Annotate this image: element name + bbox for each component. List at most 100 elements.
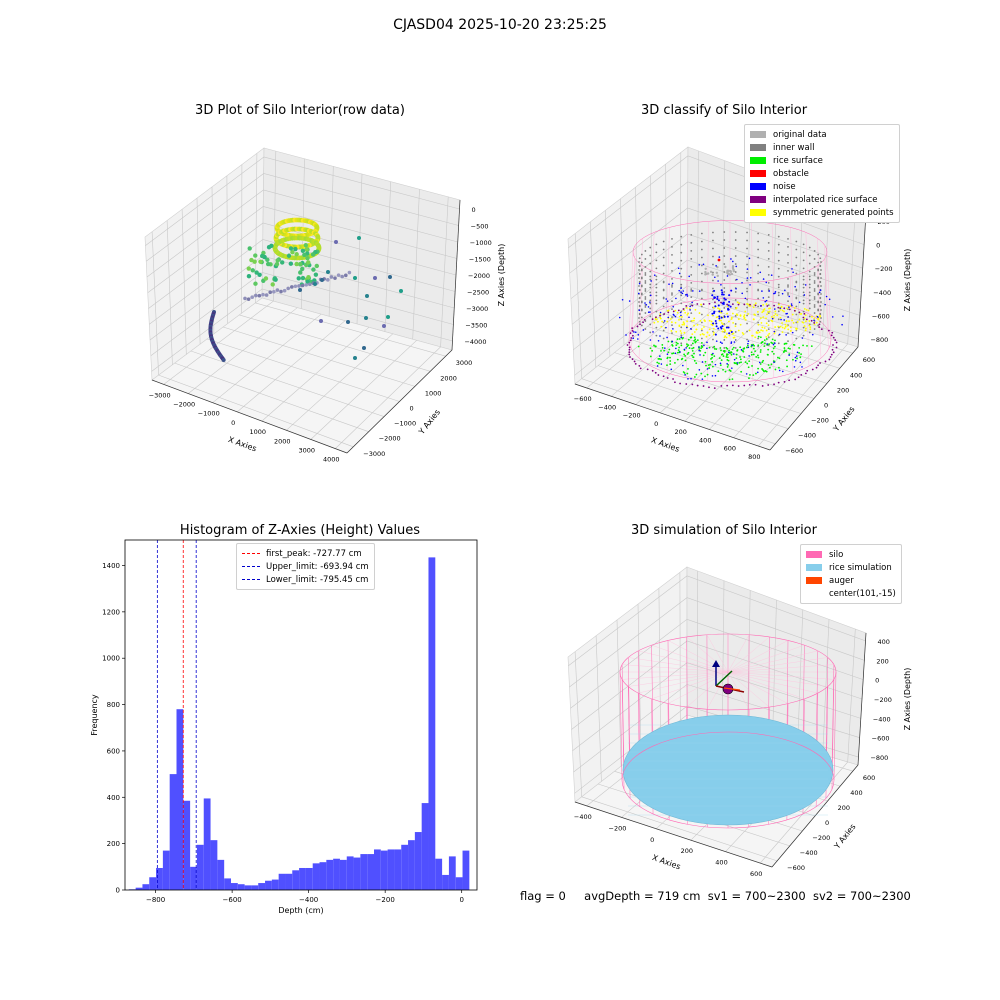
p2-inner-wall: [795, 248, 798, 251]
p2-inner-wall: [723, 299, 726, 301]
p2-rice-surface: [730, 351, 733, 354]
p2-inner-wall: [649, 323, 652, 326]
p2-x-tick-label: 0: [654, 420, 658, 428]
p2-interpolated: [788, 308, 791, 311]
p2-rice-surface: [693, 336, 696, 339]
p2-original-data: [724, 265, 727, 269]
p2-noise: [689, 305, 691, 308]
p2-rice-surface: [756, 354, 759, 357]
p4-grid-z: [568, 575, 866, 666]
p2-inner-wall: [757, 272, 760, 275]
p4-silo-spoke: [727, 671, 828, 687]
p2-inner-wall: [690, 296, 693, 299]
p2-inner-wall: [734, 315, 737, 317]
p2-rice-surface: [708, 367, 711, 369]
p2-inner-wall: [640, 253, 643, 256]
p2-inner-wall: [671, 292, 673, 295]
p2-rice-surface: [671, 344, 674, 347]
p1-y-tick-label: 3000: [456, 359, 473, 367]
p2-interpolated: [654, 371, 657, 374]
p1-scatter-sparse: [373, 276, 377, 280]
p2-symmetric-points: [721, 330, 724, 333]
p3-histogram-bar: [135, 887, 143, 890]
p1-scatter-green: [253, 253, 258, 258]
panel2-legend-item: obstacle: [750, 167, 894, 180]
p2-symmetric-points: [659, 313, 662, 315]
p4-y-axis-line: [771, 764, 859, 868]
p2-grid-y: [581, 378, 776, 445]
p1-y-tick-label: −2000: [379, 435, 401, 443]
p2-noise: [680, 287, 682, 289]
p1-scatter-lower: [329, 275, 334, 279]
p2-inner-wall: [644, 258, 647, 260]
p2-inner-wall: [808, 262, 811, 265]
p2-rice-surface: [702, 354, 705, 357]
p2-interpolated: [702, 303, 705, 305]
p1-scatter-green: [300, 275, 306, 281]
p1-x-tick-label: 1000: [249, 428, 266, 436]
p2-x-tick-label: 600: [724, 445, 736, 453]
p2-rice-surface: [693, 339, 696, 342]
p2-rice-surface: [757, 335, 760, 338]
panel3-legend-swatch: [242, 553, 260, 554]
p2-inner-wall: [638, 320, 641, 323]
p2-symmetric-points: [718, 308, 721, 310]
panel2-title: 3D classify of Silo Interior: [640, 103, 808, 118]
p2-symmetric-points: [805, 308, 808, 311]
p2-symmetric-points: [763, 327, 766, 329]
p2-rice-surface: [739, 358, 742, 361]
p2-original-data: [726, 272, 730, 276]
p2-interpolated: [806, 369, 809, 372]
p2-noise: [670, 368, 673, 371]
p2-inner-wall: [690, 281, 693, 284]
p1-x-tick-label: 0: [231, 419, 235, 427]
p4-silo-spoke: [706, 634, 729, 673]
p4-silo-bottom: [621, 731, 835, 829]
p2-symmetric-points: [762, 310, 765, 313]
p2-rice-surface: [698, 348, 701, 350]
p3-histogram-bar: [237, 884, 245, 890]
p2-rice-surface: [771, 338, 774, 341]
p2-noise: [652, 331, 654, 333]
p2-inner-wall: [649, 275, 652, 278]
p2-inner-wall: [723, 287, 726, 289]
p2-noise-column: [722, 293, 725, 296]
p2-inner-wall: [644, 298, 647, 300]
p3-histogram-bar: [265, 880, 272, 890]
p2-inner-wall: [712, 338, 714, 341]
p2-symmetric-points: [744, 318, 747, 321]
p2-inner-wall: [690, 288, 693, 291]
p2-inner-wall: [644, 280, 647, 282]
p3-x-tick-label: 0: [459, 896, 463, 904]
p2-symmetric-points: [692, 319, 695, 322]
p2-noise: [637, 292, 640, 295]
p2-inner-wall: [757, 313, 760, 316]
p2-rice-surface: [700, 372, 703, 375]
p2-symmetric-points: [691, 320, 693, 322]
p2-inner-wall: [700, 305, 703, 308]
p2-noise: [657, 339, 660, 342]
p1-z-tick-label: −1000: [470, 239, 492, 247]
p2-symmetric-points: [768, 307, 770, 310]
p2-inner-wall: [777, 259, 780, 262]
p2-silo-line: [805, 232, 810, 314]
p2-inner-wall: [649, 254, 652, 257]
p2-noise: [801, 366, 803, 368]
p1-scatter-lower: [290, 285, 294, 289]
p2-noise: [698, 369, 701, 371]
p2-symmetric-points: [792, 321, 795, 324]
p3-histogram-bar: [326, 859, 334, 890]
p2-silo-line: [638, 265, 643, 359]
p2-inner-wall: [795, 280, 798, 283]
p2-symmetric-points: [720, 322, 723, 324]
p2-noise: [625, 334, 627, 336]
p2-inner-wall: [757, 264, 760, 267]
p2-symmetric-points: [691, 333, 694, 336]
p2-rice-surface: [671, 352, 673, 355]
p3-histogram-bar: [339, 859, 347, 890]
p1-scatter-green: [306, 260, 311, 265]
p2-rice-surface: [717, 370, 720, 373]
p2-symmetric-points: [724, 329, 726, 332]
p2-interpolated: [726, 384, 729, 387]
p2-noise-column: [729, 305, 732, 308]
